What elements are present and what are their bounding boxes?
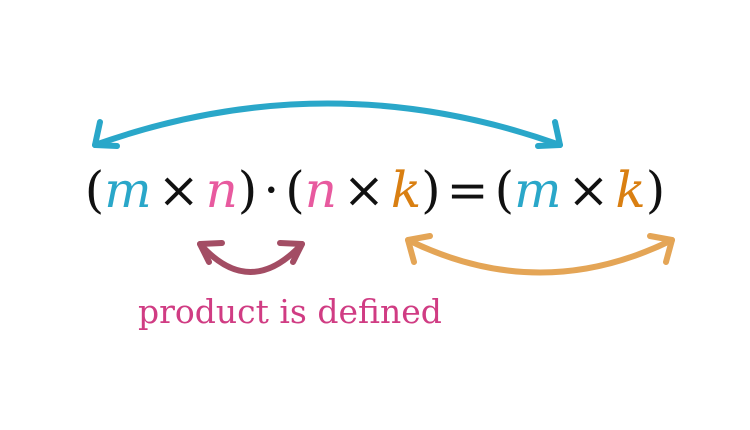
- left-paren: (: [84, 161, 105, 219]
- dim-m: m: [514, 161, 562, 219]
- dim-n: n: [304, 161, 337, 219]
- right-paren: ): [645, 161, 666, 219]
- matrix-product-equation: (m × n) · (n × k) = (m × k): [0, 150, 750, 230]
- equals-sign: =: [446, 161, 489, 219]
- caption-product-defined: product is defined: [138, 292, 442, 331]
- dim-m: m: [104, 161, 152, 219]
- arrow-outer-dimensions: [92, 100, 563, 149]
- dim-k: k: [615, 161, 646, 219]
- dim-n: n: [205, 161, 238, 219]
- left-paren: (: [494, 161, 515, 219]
- dot-operator: ·: [263, 161, 280, 219]
- arrow-result-k: [405, 233, 675, 276]
- times-sign: ×: [567, 161, 610, 219]
- arrow-inner-dimensions: [197, 240, 305, 275]
- times-sign: ×: [342, 161, 385, 219]
- times-sign: ×: [157, 161, 200, 219]
- right-paren: ): [237, 161, 258, 219]
- dim-k: k: [390, 161, 422, 219]
- left-paren: (: [285, 161, 305, 219]
- right-paren: ): [421, 161, 441, 219]
